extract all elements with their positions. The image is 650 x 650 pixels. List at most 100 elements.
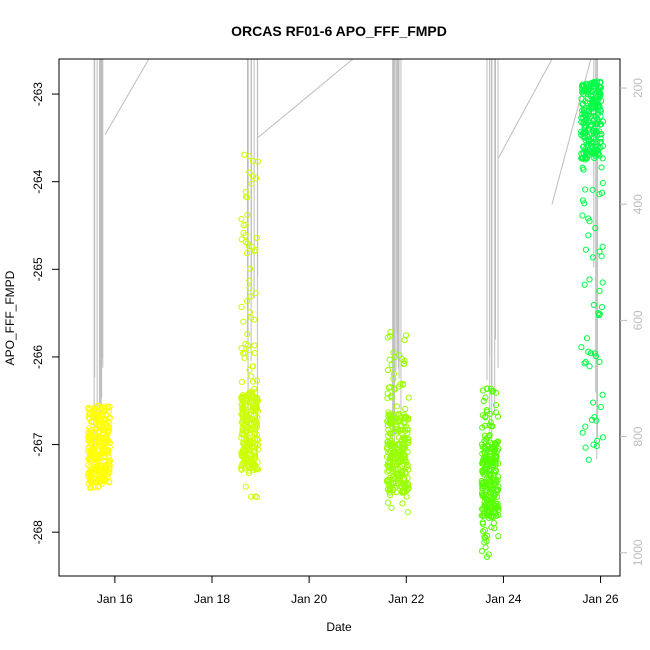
data-point — [238, 345, 245, 352]
data-point — [485, 467, 493, 474]
data-point — [246, 277, 253, 284]
data-point — [249, 396, 256, 404]
data-point — [582, 119, 589, 127]
data-point — [104, 424, 112, 431]
data-point — [402, 427, 409, 435]
data-point — [397, 455, 405, 462]
data-point — [242, 483, 249, 490]
data-point — [388, 455, 395, 462]
data-point — [386, 482, 393, 489]
data-point — [579, 89, 586, 96]
data-point — [483, 385, 491, 392]
data-point — [246, 153, 253, 160]
data-point — [102, 411, 109, 418]
data-point — [386, 333, 394, 340]
data-point — [592, 225, 599, 232]
data-point — [597, 138, 604, 146]
data-point — [253, 234, 260, 242]
data-point — [390, 476, 398, 483]
data-point — [404, 435, 411, 442]
data-point — [240, 350, 247, 357]
altitude-ramp — [498, 58, 553, 158]
data-point — [88, 445, 96, 452]
altitude-ramp — [104, 58, 150, 135]
data-point — [479, 512, 486, 520]
data-point — [401, 444, 409, 452]
data-point — [586, 218, 593, 225]
x-tick-label: Jan 22 — [388, 592, 424, 606]
data-point — [495, 533, 502, 540]
data-point — [242, 221, 249, 228]
data-point — [579, 164, 586, 171]
data-point — [242, 193, 250, 200]
data-point — [488, 524, 495, 531]
data-point — [93, 432, 100, 439]
data-point — [597, 135, 604, 142]
data-point — [385, 409, 392, 416]
data-point — [480, 505, 487, 512]
data-point — [253, 493, 260, 501]
data-point — [587, 350, 594, 357]
data-point — [488, 510, 495, 517]
data-point — [579, 83, 587, 90]
data-point — [253, 377, 261, 384]
data-point — [597, 403, 604, 411]
data-point — [594, 147, 602, 154]
data-point — [247, 493, 255, 500]
data-point — [582, 107, 589, 114]
data-point — [599, 434, 606, 441]
x-axis: Jan 16 Jan 18 Jan 20 Jan 22 Jan 24 Jan 26 — [97, 576, 619, 606]
data-point — [252, 461, 259, 469]
data-point — [395, 449, 403, 456]
data-point — [480, 398, 487, 405]
data-point — [494, 447, 501, 455]
data-point — [94, 402, 101, 409]
data-point — [592, 353, 600, 360]
data-point — [96, 454, 103, 461]
data-point — [598, 189, 606, 196]
data-point — [238, 216, 245, 223]
x-axis-label: Date — [326, 620, 352, 634]
data-point — [489, 459, 496, 466]
data-point — [590, 81, 597, 88]
data-point — [586, 363, 593, 370]
data-point — [487, 448, 494, 455]
data-point — [395, 441, 402, 448]
data-point — [590, 129, 597, 137]
data-point — [242, 340, 249, 348]
data-point — [396, 417, 403, 425]
data-point — [588, 88, 596, 95]
data-point — [243, 298, 251, 305]
data-point — [492, 490, 499, 497]
data-point — [487, 419, 494, 426]
data-point — [485, 551, 492, 558]
data-point — [388, 361, 395, 369]
data-point — [479, 520, 487, 527]
data-point — [246, 392, 253, 399]
y-tick-label: -263 — [31, 82, 45, 106]
data-point — [244, 412, 251, 419]
data-point — [384, 499, 392, 506]
data-point — [252, 290, 259, 297]
data-point — [241, 413, 248, 420]
data-point — [580, 134, 587, 141]
data-point — [481, 498, 488, 505]
data-point — [249, 363, 256, 370]
data-point — [386, 437, 394, 444]
data-point — [584, 150, 591, 158]
data-point — [486, 410, 494, 417]
y-axis-label: APO_FFF_FMPD — [3, 270, 17, 365]
data-point — [583, 335, 591, 342]
data-point — [389, 443, 397, 450]
data-point — [589, 186, 596, 193]
data-point — [97, 453, 104, 460]
data-point — [240, 318, 247, 325]
data-point — [247, 293, 254, 300]
data-point — [98, 450, 105, 457]
data-point — [104, 405, 111, 412]
data-point — [394, 477, 401, 484]
x-tick-label: Jan 24 — [485, 592, 521, 606]
data-point — [478, 547, 486, 555]
data-point — [253, 431, 261, 438]
